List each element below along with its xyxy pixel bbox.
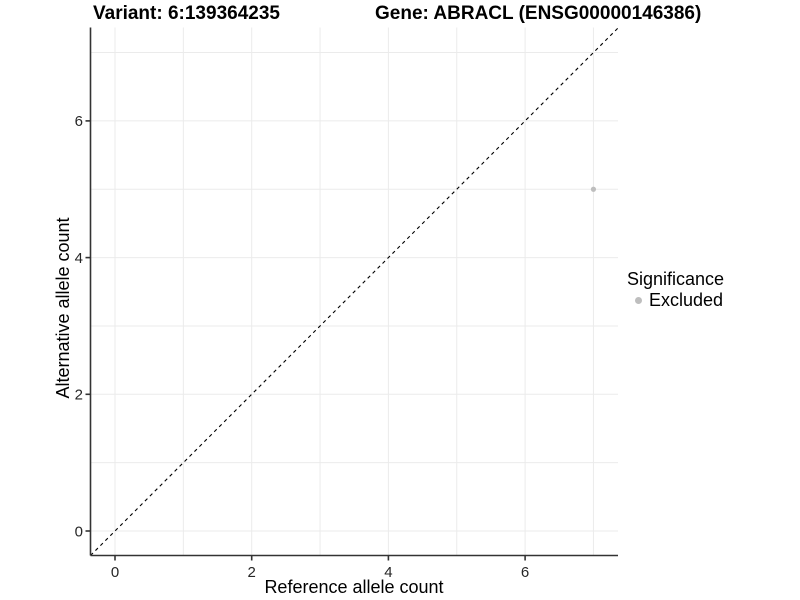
legend-entries: Excluded [627, 291, 724, 310]
x-tick-label: 2 [248, 564, 256, 581]
x-tick-label: 0 [111, 564, 119, 581]
legend-key-dot-icon [635, 297, 642, 304]
legend-item-label: Excluded [649, 290, 724, 310]
y-tick-label: 4 [75, 250, 83, 267]
data-point [590, 186, 597, 192]
x-axis-title: Reference allele count [264, 577, 444, 597]
x-tick-label: 6 [521, 564, 529, 581]
variant-title: Variant: 6:139364235 [93, 3, 280, 24]
gene-title: Gene: ABRACL (ENSG00000146386) [375, 3, 702, 24]
y-axis-title: Alternative allele count [53, 217, 73, 399]
identity-dashed-line [90, 27, 619, 556]
legend: Significance Excluded [627, 269, 724, 310]
y-tick-label: 0 [75, 523, 83, 540]
y-tick-label: 2 [75, 387, 83, 404]
y-tick-label: 6 [75, 113, 83, 130]
legend-title: Significance [627, 269, 725, 289]
legend-item: Excluded [627, 291, 724, 310]
x-tick-label: 4 [384, 564, 392, 581]
